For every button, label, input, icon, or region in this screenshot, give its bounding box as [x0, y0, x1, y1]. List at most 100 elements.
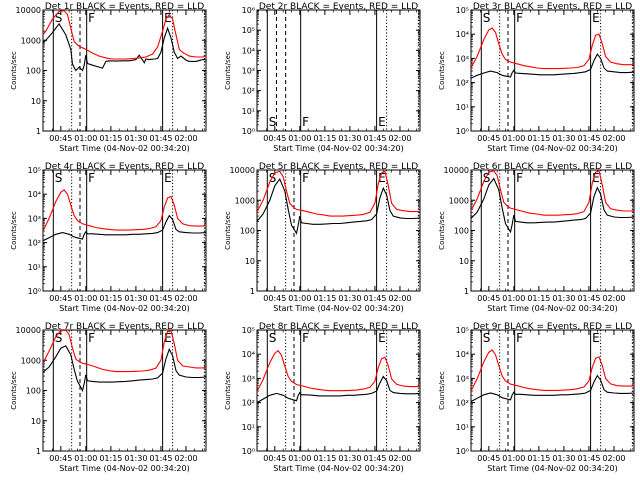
y-tick-label: 10⁴ [242, 46, 255, 55]
y-tick-label: 10¹ [456, 103, 469, 112]
x-tick-label: 01:00 [288, 134, 311, 143]
y-axis-label: Counts/sec [438, 51, 446, 90]
chart-title: Det 3r BLACK = Events, RED = LLD [473, 2, 632, 12]
series-line-events [471, 53, 634, 79]
y-tick-label: 1000 [21, 356, 41, 365]
series-line-lld [43, 189, 206, 232]
y-tick-label: 10² [28, 239, 41, 248]
y-axis-label: Counts/sec [224, 51, 232, 90]
y-tick-label: 10⁰ [456, 127, 469, 136]
x-tick-label: 01:00 [502, 134, 525, 143]
y-axis-label: Counts/sec [438, 371, 446, 410]
y-tick-label: 10¹ [242, 423, 255, 432]
chart-panel-1: 1 10 100 1000 10000 00:45 01:00 01:15 01:30 01:45… [10, 2, 207, 153]
chart-title: Det 4r BLACK = Events, RED = LLD [45, 162, 204, 172]
y-tick-label: 10⁶ [242, 6, 255, 15]
x-tick-label: 02:00 [174, 134, 197, 143]
y-axis-label: Counts/sec [10, 371, 18, 410]
y-tick-label: 10² [242, 87, 255, 96]
x-tick-label: 01:15 [527, 134, 550, 143]
x-tick-label: 02:00 [602, 454, 625, 463]
y-tick-label: 10³ [456, 374, 469, 383]
x-tick-label: 01:30 [124, 454, 147, 463]
y-tick-label: 10³ [242, 67, 255, 76]
marker-label-e: E [164, 11, 172, 25]
x-tick-label: 01:45 [363, 294, 386, 303]
y-tick-label: 10² [242, 399, 255, 408]
marker-label-f: F [516, 11, 523, 25]
y-tick-label: 10⁵ [456, 326, 469, 335]
x-axis-label: Start Time (04-Nov-02 00:34:20) [273, 464, 403, 473]
marker-label-e: E [592, 331, 600, 345]
y-tick-label: 1 [464, 287, 469, 296]
y-tick-label: 1000 [449, 196, 469, 205]
marker-label-s: S [483, 11, 491, 25]
y-tick-label: 10000 [230, 166, 255, 175]
x-tick-label: 01:45 [577, 134, 600, 143]
y-tick-label: 10³ [28, 214, 41, 223]
chart-title: Det 9r BLACK = Events, RED = LLD [473, 322, 632, 332]
y-tick-label: 1 [250, 287, 255, 296]
y-tick-label: 10⁵ [456, 6, 469, 15]
x-tick-label: 01:00 [74, 294, 97, 303]
chart-panel-6: 1 10 100 1000 10000 00:45 01:00 01:15 01:30 01:45… [438, 162, 635, 313]
x-tick-label: 00:45 [263, 294, 286, 303]
series-line-events [257, 177, 420, 235]
x-axis-label: Start Time (04-Nov-02 00:34:20) [273, 144, 403, 153]
x-tick-label: 01:15 [99, 134, 122, 143]
y-axis-label: Counts/sec [224, 211, 232, 250]
x-tick-label: 02:00 [602, 294, 625, 303]
marker-label-e: E [592, 11, 600, 25]
y-axis-label: Counts/sec [10, 211, 18, 250]
x-tick-label: 01:45 [149, 134, 172, 143]
series-line-lld [471, 27, 634, 70]
y-tick-label: 10 [31, 417, 41, 426]
series-line-lld [471, 170, 634, 216]
x-tick-label: 02:00 [388, 134, 411, 143]
chart-panel-9: 10⁰ 10¹ 10² 10³ 10⁴ 10⁵ 00:45 01:00 01:15 01:30 01… [438, 322, 635, 473]
x-tick-label: 02:00 [388, 454, 411, 463]
chart-title: Det 5r BLACK = Events, RED = LLD [259, 162, 418, 172]
chart-title: Det 1r BLACK = Events, RED = LLD [45, 2, 204, 12]
chart-title: Det 2r BLACK = Events, RED = LLD [259, 2, 418, 12]
marker-label-f: F [88, 331, 95, 345]
series-line-lld [257, 349, 420, 393]
marker-label-s: S [55, 171, 63, 185]
y-tick-label: 10⁵ [28, 166, 41, 175]
y-tick-label: 10 [245, 257, 255, 266]
x-tick-label: 01:15 [313, 294, 336, 303]
y-tick-label: 1 [36, 127, 41, 136]
chart-title: Det 7r BLACK = Events, RED = LLD [45, 322, 204, 332]
chart-panel-5: 1 10 100 1000 10000 00:45 01:00 01:15 01:30 01:45… [224, 162, 421, 313]
series-line-lld [43, 10, 206, 60]
series-line-events [471, 374, 634, 403]
y-tick-label: 10000 [16, 6, 41, 15]
y-axis-label: Counts/sec [224, 371, 232, 410]
y-tick-label: 100 [240, 227, 255, 236]
marker-label-f: F [88, 171, 95, 185]
y-tick-label: 10⁰ [28, 287, 41, 296]
y-tick-label: 10³ [456, 54, 469, 63]
series-line-events [43, 345, 206, 393]
marker-label-s: S [269, 115, 277, 129]
marker-label-s: S [483, 171, 491, 185]
y-axis-label: Counts/sec [10, 51, 18, 90]
x-tick-label: 01:45 [149, 454, 172, 463]
x-tick-label: 01:45 [363, 454, 386, 463]
marker-label-e: E [164, 331, 172, 345]
marker-label-s: S [483, 331, 491, 345]
y-tick-label: 100 [26, 67, 41, 76]
marker-label-e: E [164, 171, 172, 185]
x-axis-label: Start Time (04-Nov-02 00:34:20) [59, 304, 189, 313]
x-tick-label: 02:00 [174, 294, 197, 303]
y-tick-label: 100 [26, 387, 41, 396]
marker-label-e: E [378, 171, 386, 185]
series-line-events [43, 214, 206, 242]
marker-label-e: E [378, 115, 386, 129]
y-tick-label: 100 [454, 227, 469, 236]
chart-panel-2: 10⁰ 10¹ 10² 10³ 10⁴ 10⁵ 10⁶ 00:45 01:00 01:15 01:3… [224, 2, 421, 153]
x-tick-label: 02:00 [388, 294, 411, 303]
y-tick-label: 10⁵ [242, 26, 255, 35]
x-tick-label: 01:15 [99, 454, 122, 463]
